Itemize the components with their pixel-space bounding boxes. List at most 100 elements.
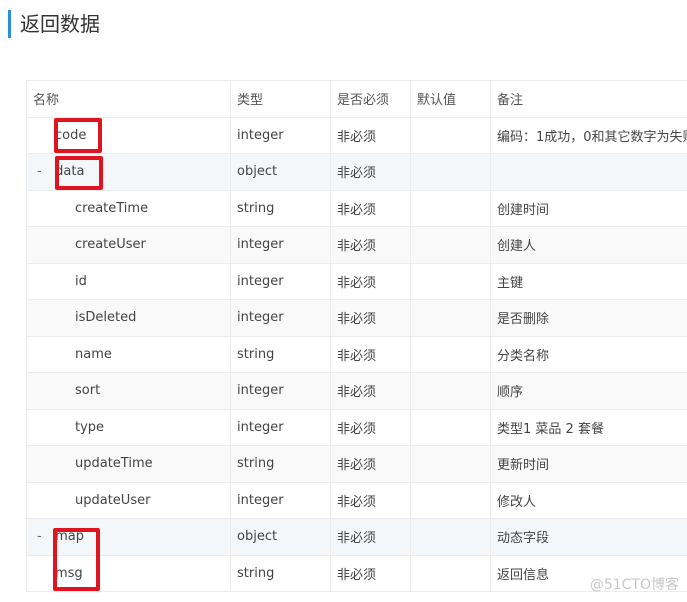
collapse-toggle[interactable]: - — [37, 529, 42, 545]
field-name: msg — [55, 565, 83, 581]
field-type: integer — [230, 299, 331, 337]
field-required: 非必须 — [330, 153, 411, 191]
field-name-cell: isDeleted — [26, 299, 231, 337]
field-required: 非必须 — [330, 226, 411, 264]
section-title: 返回数据 — [8, 10, 100, 38]
col-name: 名称 — [26, 80, 231, 118]
field-default — [410, 116, 491, 154]
field-default — [410, 299, 491, 337]
field-required: 非必须 — [330, 518, 411, 556]
field-type: integer — [230, 226, 331, 264]
field-name: updateUser — [75, 492, 151, 508]
field-name-cell: createTime — [26, 189, 231, 227]
field-default — [410, 189, 491, 227]
highlight-box-code — [54, 118, 102, 153]
watermark: @51CTO博客 — [589, 577, 679, 593]
field-required: 非必须 — [330, 299, 411, 337]
field-name: isDeleted — [75, 310, 137, 326]
response-data-table: 名称 类型 是否必须 默认值 备注 code integer 非必须 编码：1成功，0… — [26, 80, 687, 592]
col-required: 是否必须 — [330, 80, 411, 118]
field-name-cell: code — [26, 116, 231, 154]
field-default — [410, 372, 491, 410]
field-default — [410, 445, 491, 483]
field-name-cell: id — [26, 262, 231, 300]
field-note — [490, 153, 687, 191]
field-note: 分类名称 — [490, 335, 687, 373]
table-row: - map object 非必须 动态字段 — [26, 518, 687, 556]
table-row: id integer 非必须 主键 — [26, 262, 687, 300]
field-type: object — [230, 153, 331, 191]
table-row: name string 非必须 分类名称 — [26, 335, 687, 373]
field-default — [410, 481, 491, 519]
field-name-cell: updateTime — [26, 445, 231, 483]
field-required: 非必须 — [330, 481, 411, 519]
table-row: sort integer 非必须 顺序 — [26, 372, 687, 410]
field-required: 非必须 — [330, 262, 411, 300]
field-name-cell: sort — [26, 372, 231, 410]
table-row: createUser integer 非必须 创建人 — [26, 226, 687, 264]
field-name: createTime — [75, 200, 149, 216]
field-note: 编码：1成功，0和其它数字为失败 — [490, 116, 687, 154]
field-type: integer — [230, 481, 331, 519]
highlight-box-data — [55, 156, 103, 190]
field-required: 非必须 — [330, 116, 411, 154]
table-row: msg string 非必须 返回信息 — [26, 554, 687, 592]
field-note: 主键 — [490, 262, 687, 300]
field-name: map — [55, 529, 85, 545]
field-note: 创建时间 — [490, 189, 687, 227]
table-row: updateTime string 非必须 更新时间 — [26, 445, 687, 483]
table-row: type integer 非必须 类型1 菜品 2 套餐 — [26, 408, 687, 446]
field-required: 非必须 — [330, 445, 411, 483]
col-type: 类型 — [230, 80, 331, 118]
field-type: integer — [230, 116, 331, 154]
table-header: 名称 类型 是否必须 默认值 备注 — [26, 80, 687, 118]
field-name: id — [75, 273, 87, 289]
field-note: 动态字段 — [490, 518, 687, 556]
field-name: code — [55, 127, 87, 143]
field-name-cell: name — [26, 335, 231, 373]
field-type: object — [230, 518, 331, 556]
table-row: - data object 非必须 — [26, 153, 687, 191]
highlight-box-map-msg — [53, 528, 100, 591]
field-required: 非必须 — [330, 372, 411, 410]
field-name-cell: - map — [26, 518, 231, 556]
field-default — [410, 262, 491, 300]
field-type: string — [230, 445, 331, 483]
field-note: 修改人 — [490, 481, 687, 519]
field-note: 是否删除 — [490, 299, 687, 337]
field-note: 更新时间 — [490, 445, 687, 483]
table-row: createTime string 非必须 创建时间 — [26, 189, 687, 227]
field-required: 非必须 — [330, 189, 411, 227]
table-row: isDeleted integer 非必须 是否删除 — [26, 299, 687, 337]
field-name-cell: type — [26, 408, 231, 446]
field-type: string — [230, 554, 331, 592]
field-note: 类型1 菜品 2 套餐 — [490, 408, 687, 446]
field-required: 非必须 — [330, 554, 411, 592]
field-required: 非必须 — [330, 408, 411, 446]
field-type: string — [230, 189, 331, 227]
field-name: type — [75, 419, 105, 435]
field-note: 返回信息 — [490, 554, 687, 592]
field-default — [410, 335, 491, 373]
field-type: string — [230, 335, 331, 373]
table-row: code integer 非必须 编码：1成功，0和其它数字为失败 — [26, 116, 687, 154]
field-default — [410, 518, 491, 556]
field-name: createUser — [75, 237, 146, 253]
field-name-cell: updateUser — [26, 481, 231, 519]
field-required: 非必须 — [330, 335, 411, 373]
field-default — [410, 226, 491, 264]
field-name: data — [55, 164, 85, 180]
field-name-cell: msg — [26, 554, 231, 592]
field-name: name — [75, 346, 112, 362]
field-type: integer — [230, 408, 331, 446]
field-default — [410, 554, 491, 592]
field-default — [410, 153, 491, 191]
collapse-toggle[interactable]: - — [37, 164, 42, 180]
field-type: integer — [230, 262, 331, 300]
col-default: 默认值 — [410, 80, 491, 118]
field-name-cell: createUser — [26, 226, 231, 264]
field-note: 创建人 — [490, 226, 687, 264]
field-name: updateTime — [75, 456, 153, 472]
field-name: sort — [75, 383, 101, 399]
field-note: 顺序 — [490, 372, 687, 410]
